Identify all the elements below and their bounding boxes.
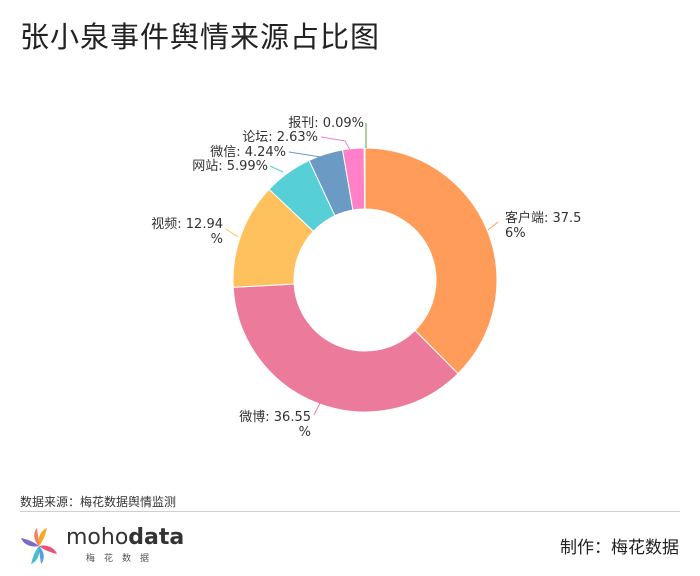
brand-name: mohodata — [66, 526, 184, 550]
slice-data-label: 视频: 12.94% — [151, 217, 223, 247]
label-leader-line — [313, 402, 321, 416]
label-leader-line — [320, 136, 351, 151]
label-leader-line — [487, 221, 499, 231]
slice-data-label: 微信: 4.24% — [210, 145, 286, 160]
pie-slice-1 — [364, 147, 498, 375]
brand-name-part2: data — [128, 525, 185, 550]
chart-title: 张小泉事件舆情来源占比图 — [20, 20, 381, 54]
label-leader-line — [225, 228, 239, 238]
slice-data-label: 论坛: 2.63% — [242, 130, 318, 145]
slice-data-label: 网站: 5.99% — [192, 159, 268, 174]
label-leader-line — [269, 165, 284, 173]
footer-divider — [20, 511, 680, 512]
data-source-note: 数据来源：梅花数据舆情监测 — [20, 495, 177, 509]
slice-data-label: 报刊: 0.09% — [288, 116, 364, 131]
pinwheel-logo-icon — [21, 528, 57, 564]
slice-data-label: 客户端: 37.5 6% — [505, 210, 581, 241]
label-leader-line — [288, 151, 322, 158]
pie-slice-2 — [232, 283, 459, 413]
brand-subtitle: 梅花数据 — [86, 554, 159, 564]
credit-text: 制作：梅花数据 — [560, 538, 679, 558]
brand-name-part1: moho — [66, 525, 129, 550]
slice-data-label: 微博: 36.55% — [239, 410, 311, 440]
pie-slice-7 — [363, 147, 366, 210]
donut-chart: 客户端: 37.5 6% 微博: 36.55 % 视频: 12.94 % 网站: 5.99%… — [151, 116, 581, 440]
